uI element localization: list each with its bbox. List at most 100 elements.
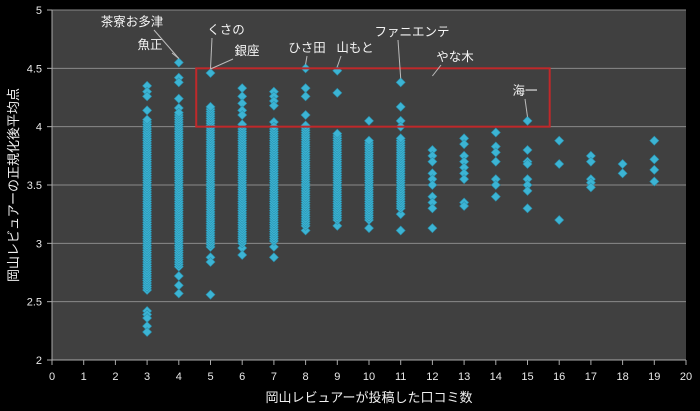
data-point bbox=[585, 156, 596, 167]
data-point bbox=[395, 77, 406, 88]
x-tick-label: 17 bbox=[585, 371, 597, 383]
data-point bbox=[490, 156, 501, 167]
data-point bbox=[332, 220, 343, 231]
data-point bbox=[490, 191, 501, 202]
x-tick-label: 10 bbox=[363, 371, 375, 383]
x-tick-label: 12 bbox=[426, 371, 438, 383]
data-point bbox=[300, 120, 311, 131]
y-axis-label: 岡山レビュアーの正規化後平均点 bbox=[7, 88, 22, 282]
data-point bbox=[459, 201, 470, 211]
data-point bbox=[364, 223, 374, 234]
x-tick-label: 14 bbox=[490, 371, 502, 383]
data-point bbox=[142, 114, 153, 125]
data-point bbox=[142, 91, 153, 102]
y-tick-label: 3.5 bbox=[27, 180, 42, 192]
annotation-leader bbox=[336, 55, 342, 67]
y-tick-label: 4.5 bbox=[27, 63, 42, 75]
annotation-label: くさの bbox=[207, 22, 245, 37]
data-point bbox=[427, 203, 438, 214]
x-tick-label: 7 bbox=[271, 371, 277, 383]
data-point bbox=[522, 115, 533, 126]
x-tick-label: 4 bbox=[176, 371, 182, 383]
data-point bbox=[585, 182, 596, 193]
annotation-label: 山もと bbox=[336, 40, 373, 55]
data-point bbox=[237, 250, 248, 260]
data-point bbox=[395, 101, 406, 112]
y-tick-label: 4 bbox=[36, 122, 42, 134]
x-tick-label: 6 bbox=[239, 371, 245, 383]
data-point bbox=[332, 128, 343, 139]
data-point bbox=[522, 185, 533, 196]
data-point bbox=[268, 252, 279, 263]
data-point bbox=[173, 77, 184, 88]
data-point bbox=[173, 57, 184, 68]
annotation-label: やな木 bbox=[436, 49, 474, 64]
data-point bbox=[268, 241, 279, 252]
data-point bbox=[554, 215, 565, 225]
annotation-label: 魚正 bbox=[137, 37, 162, 52]
data-point bbox=[364, 135, 374, 146]
x-tick-label: 1 bbox=[81, 371, 87, 383]
data-point bbox=[205, 68, 216, 78]
x-tick-label: 15 bbox=[521, 371, 533, 383]
annotation-leader bbox=[210, 58, 234, 70]
y-tick-label: 5 bbox=[36, 5, 42, 17]
y-tick-label: 2 bbox=[36, 355, 42, 367]
data-point bbox=[459, 174, 470, 185]
x-tick-label: 18 bbox=[616, 371, 628, 383]
data-point bbox=[617, 168, 628, 179]
annotation-label: 海一 bbox=[512, 83, 537, 98]
data-point bbox=[332, 87, 343, 98]
data-point bbox=[300, 91, 311, 102]
data-point bbox=[554, 159, 565, 169]
data-point bbox=[649, 164, 660, 175]
data-point bbox=[142, 327, 153, 337]
data-point bbox=[364, 115, 374, 126]
data-point bbox=[459, 139, 470, 150]
data-point bbox=[554, 135, 565, 146]
data-point bbox=[427, 223, 438, 234]
data-point bbox=[173, 107, 184, 118]
data-point bbox=[649, 176, 660, 187]
data-point bbox=[427, 180, 438, 190]
annotation-label: ひさ田 bbox=[288, 40, 326, 55]
highlight-box bbox=[195, 67, 551, 128]
x-tick-label: 13 bbox=[458, 371, 470, 383]
annotation-leader bbox=[153, 29, 180, 59]
x-tick-label: 16 bbox=[553, 371, 565, 383]
x-tick-label: 3 bbox=[144, 371, 150, 383]
y-tick-label: 3 bbox=[36, 238, 42, 250]
annotation-leader bbox=[397, 39, 402, 79]
x-tick-label: 2 bbox=[112, 371, 118, 383]
annotation-label: 銀座 bbox=[234, 43, 259, 58]
x-tick-label: 8 bbox=[303, 371, 309, 383]
data-point bbox=[205, 101, 216, 112]
data-point bbox=[205, 257, 216, 267]
data-point bbox=[395, 133, 406, 144]
data-point bbox=[490, 180, 501, 190]
annotation-leader bbox=[524, 98, 528, 117]
data-point bbox=[490, 127, 501, 138]
annotation-label: 茶寮お多津 bbox=[101, 14, 164, 29]
data-point bbox=[649, 154, 660, 165]
annotation-leader bbox=[171, 52, 180, 59]
data-point bbox=[522, 159, 533, 169]
annotation-leader bbox=[432, 64, 442, 77]
data-point bbox=[300, 110, 311, 120]
y-tick-label: 2.5 bbox=[27, 297, 42, 309]
annotation-label: ファニエンテ bbox=[374, 24, 449, 39]
x-axis-label: 岡山レビュアーが投稿した口コミ数 bbox=[266, 390, 473, 406]
annotation-leader bbox=[210, 37, 213, 70]
data-point bbox=[205, 289, 216, 300]
x-tick-label: 19 bbox=[648, 371, 660, 383]
x-tick-label: 11 bbox=[395, 371, 406, 383]
data-point bbox=[395, 225, 406, 236]
data-point bbox=[268, 100, 279, 111]
data-point bbox=[522, 145, 533, 155]
x-tick-label: 5 bbox=[207, 371, 213, 383]
x-tick-label: 20 bbox=[680, 371, 692, 383]
data-point bbox=[649, 135, 660, 146]
annotation-leader bbox=[305, 55, 308, 65]
data-point bbox=[522, 203, 533, 214]
